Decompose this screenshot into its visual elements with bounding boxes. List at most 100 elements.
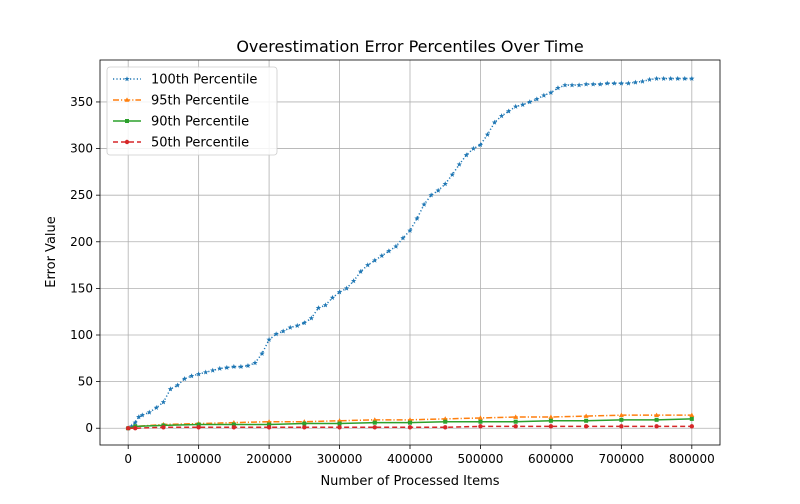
data-point <box>682 75 688 81</box>
legend-label: 100th Percentile <box>151 73 257 88</box>
data-point <box>358 268 364 274</box>
data-point <box>513 424 518 429</box>
series-line <box>127 418 692 429</box>
data-point <box>301 320 307 326</box>
data-point <box>513 414 519 419</box>
y-tick-label: 200 <box>70 235 93 249</box>
data-point <box>350 278 357 284</box>
data-point <box>238 363 244 369</box>
data-point <box>336 289 343 295</box>
data-point <box>136 414 142 420</box>
grid <box>100 60 720 445</box>
data-point <box>365 262 371 268</box>
data-point <box>541 92 547 98</box>
data-point <box>379 252 385 259</box>
legend-label: 95th Percentile <box>151 94 249 109</box>
data-point <box>245 362 251 369</box>
data-point <box>498 113 505 119</box>
x-axis-label: Number of Processed Items <box>320 474 499 489</box>
legend-item: 100th Percentile <box>113 73 257 88</box>
data-point <box>280 328 286 334</box>
x-tick-label: 100000 <box>176 452 222 466</box>
data-point <box>224 364 230 370</box>
data-point <box>590 81 596 87</box>
legend-marker <box>124 76 130 82</box>
data-point <box>129 423 135 429</box>
data-point <box>689 75 695 81</box>
series-4 <box>125 424 695 431</box>
data-point <box>188 373 195 379</box>
data-point <box>555 85 561 91</box>
data-point <box>203 369 209 375</box>
data-point <box>632 79 639 85</box>
series-1 <box>125 75 695 431</box>
data-point <box>477 415 483 420</box>
data-point <box>266 425 272 430</box>
data-point <box>217 365 223 371</box>
legend-item: 90th Percentile <box>113 115 249 130</box>
data-point <box>259 350 265 356</box>
y-tick-label: 100 <box>70 328 93 342</box>
data-point <box>195 371 202 377</box>
data-point <box>322 302 329 308</box>
data-point <box>619 424 624 429</box>
series-line <box>128 425 692 429</box>
x-tick-label: 800000 <box>669 452 715 466</box>
legend-marker <box>124 97 130 102</box>
data-point <box>153 404 160 410</box>
data-point <box>463 152 470 158</box>
data-point <box>689 412 695 417</box>
data-point <box>470 145 477 151</box>
data-point <box>477 142 484 148</box>
data-point <box>393 243 399 249</box>
data-point <box>625 80 632 86</box>
data-point <box>287 324 293 330</box>
series-group <box>125 75 695 431</box>
data-point <box>408 420 412 425</box>
data-point <box>619 417 624 422</box>
data-point <box>132 419 138 425</box>
data-point <box>654 424 659 429</box>
data-point <box>548 424 554 429</box>
legend-marker <box>125 119 129 123</box>
data-point <box>386 248 392 254</box>
data-point <box>569 82 575 88</box>
data-point <box>583 413 589 418</box>
data-point <box>639 78 646 84</box>
data-point <box>372 420 377 425</box>
data-point <box>443 425 448 430</box>
data-point <box>576 82 582 88</box>
chart-title: Overestimation Error Percentiles Over Ti… <box>236 37 583 56</box>
data-point <box>478 419 483 424</box>
data-point <box>513 103 519 109</box>
data-point <box>675 75 681 81</box>
data-point <box>654 412 660 417</box>
y-tick-label: 350 <box>70 95 93 109</box>
y-tick-label: 50 <box>78 375 93 389</box>
data-point <box>407 417 413 422</box>
data-point <box>421 201 427 207</box>
data-point <box>231 425 237 430</box>
series-line <box>127 77 692 429</box>
data-point <box>583 81 589 87</box>
data-point <box>428 192 434 198</box>
y-tick-label: 250 <box>70 188 93 202</box>
legend-box <box>106 66 278 156</box>
data-point <box>196 422 201 427</box>
data-point <box>548 89 554 95</box>
data-point <box>534 96 540 102</box>
data-point <box>562 82 568 88</box>
data-point <box>343 285 350 291</box>
data-point <box>210 367 216 373</box>
y-axis-label: Error Value <box>44 216 59 288</box>
data-point <box>443 419 448 424</box>
data-point <box>653 75 660 81</box>
data-point <box>513 419 518 424</box>
series-line <box>127 414 692 429</box>
data-point <box>689 416 694 421</box>
data-point <box>231 363 237 369</box>
x-tick-label: 300000 <box>317 452 363 466</box>
x-tick-label: 500000 <box>458 452 504 466</box>
data-point <box>372 425 377 430</box>
